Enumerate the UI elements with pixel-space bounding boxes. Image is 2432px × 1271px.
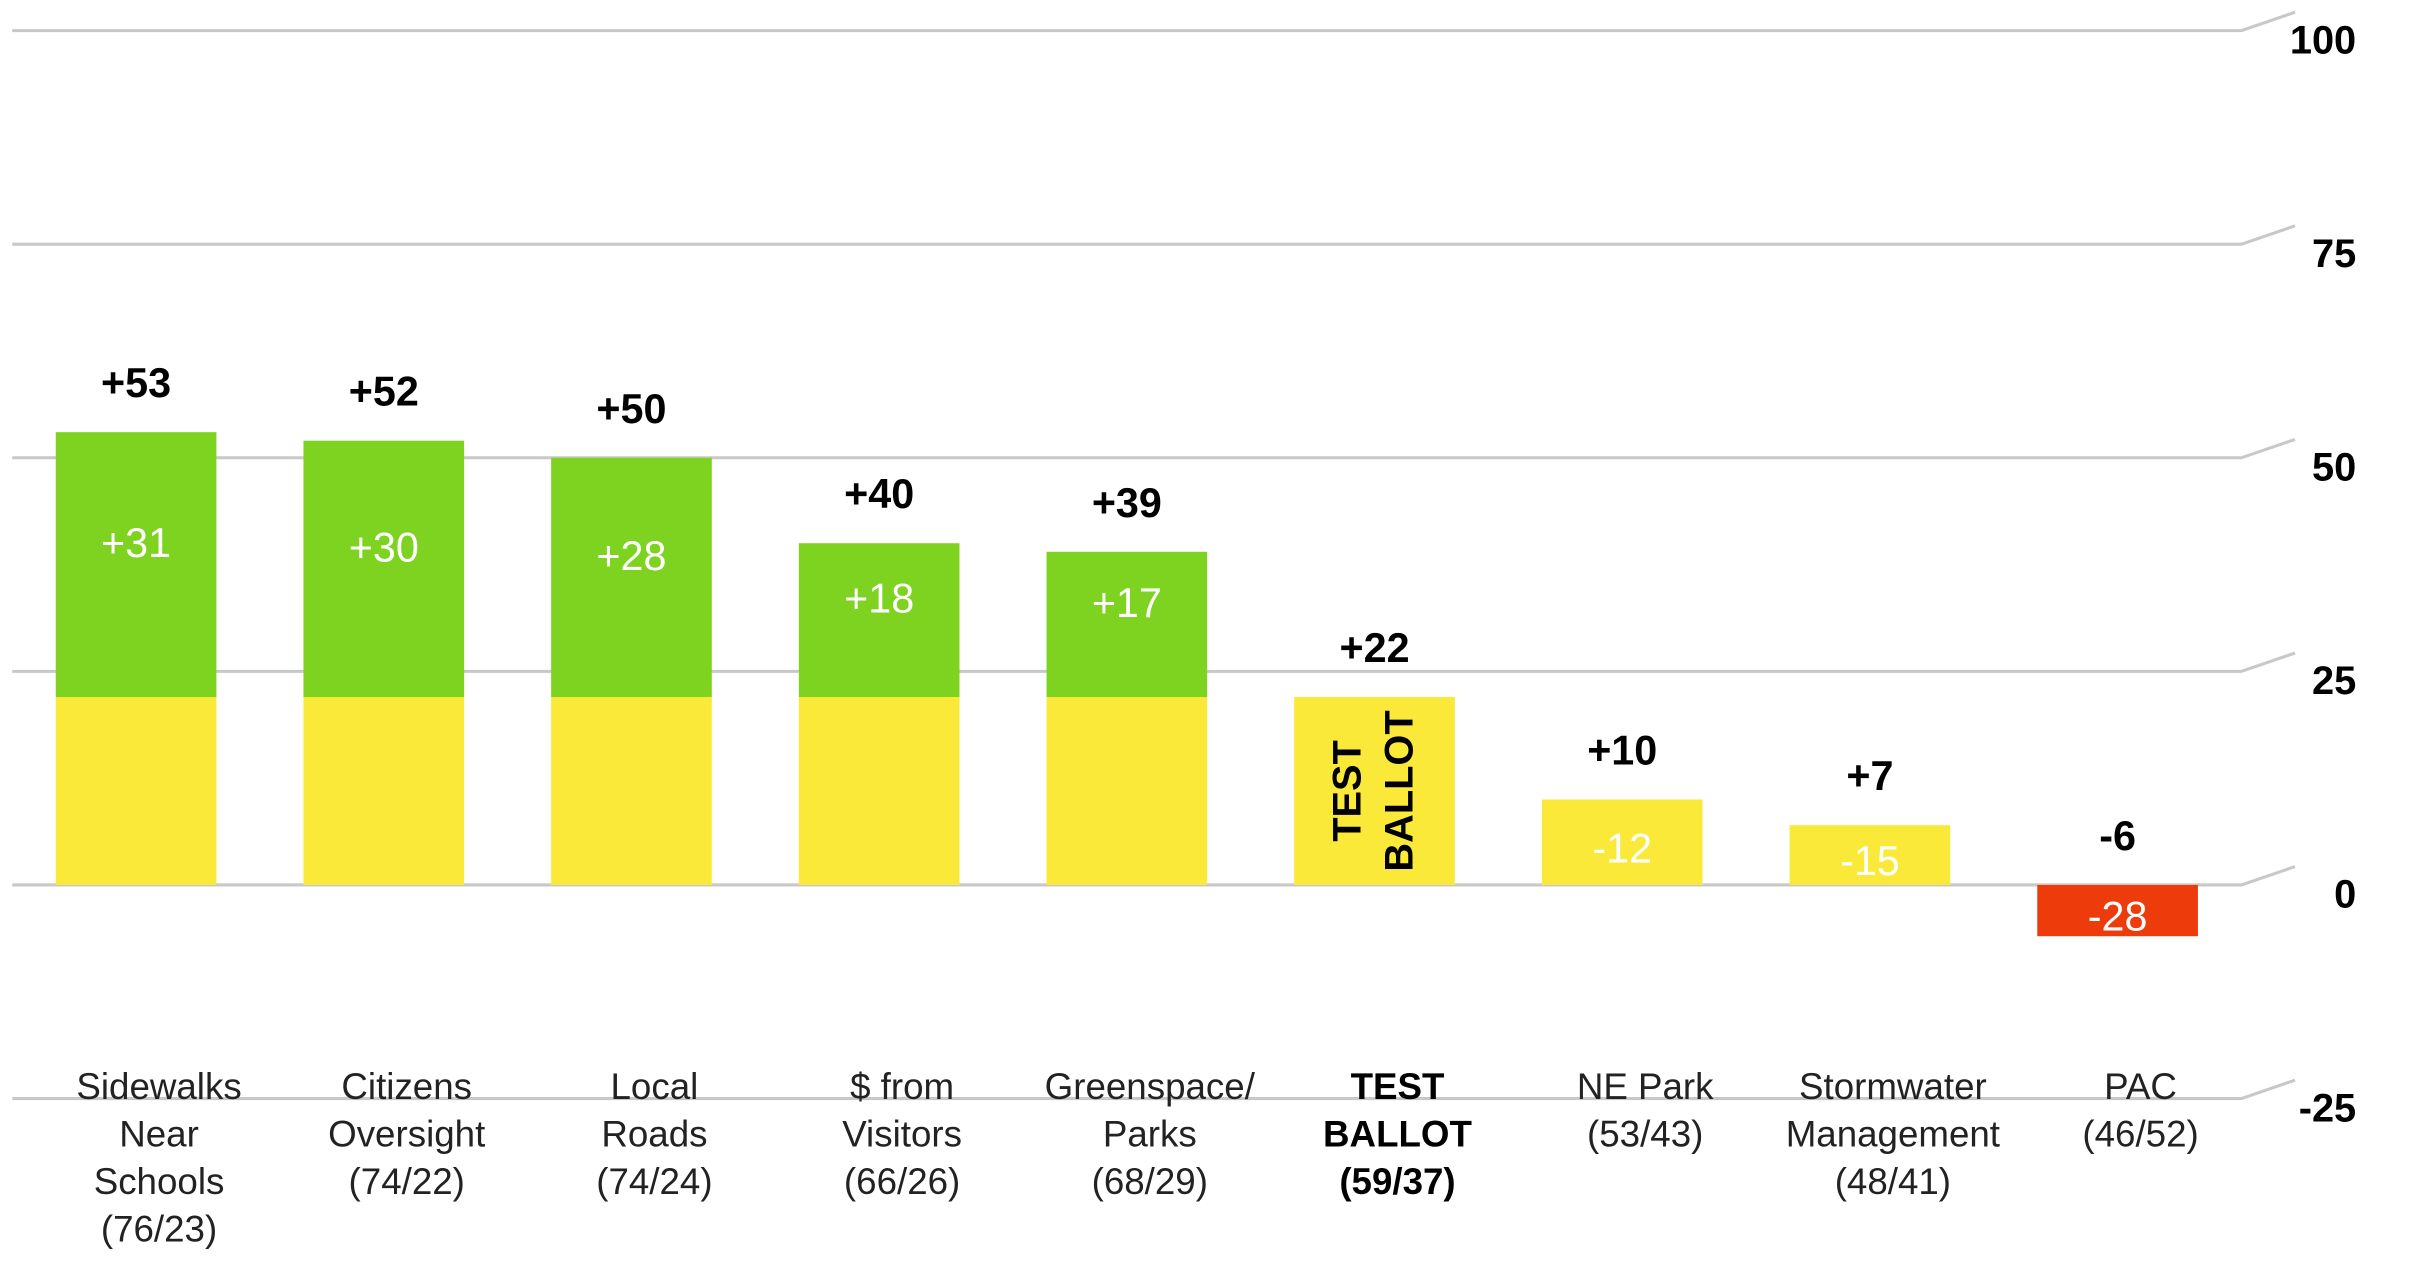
x-tick-label: $ from — [850, 1066, 954, 1107]
x-tick-label: (74/22) — [349, 1161, 465, 1202]
bar-gain — [303, 440, 465, 697]
annotation: BALLOT — [1378, 710, 1422, 871]
x-tick-label: PAC — [2104, 1066, 2177, 1107]
x-tick-label: (53/43) — [1587, 1113, 1703, 1154]
y-tick-label: -25 — [2299, 1086, 2356, 1130]
grid-line — [12, 437, 2296, 460]
total-label: +40 — [844, 471, 914, 517]
grid-line — [12, 1078, 2296, 1101]
annotation: TEST — [1326, 740, 1370, 842]
bar-base — [1789, 825, 1951, 885]
y-tick-label: 100 — [2290, 18, 2356, 62]
difference-label: +28 — [596, 533, 666, 579]
x-tick-label: Roads — [601, 1113, 707, 1154]
bar-base — [1541, 799, 1703, 885]
x-tick-label: (66/26) — [844, 1161, 960, 1202]
total-label: +50 — [596, 386, 666, 432]
bar-base — [1294, 696, 1455, 885]
x-tick-label: (74/24) — [596, 1161, 712, 1202]
y-tick-label: 25 — [2312, 659, 2356, 703]
x-tick-label: Management — [1786, 1113, 2000, 1154]
x-tick-label: Greenspace/ — [1045, 1066, 1256, 1107]
x-tick-label: Local — [611, 1066, 699, 1107]
x-tick-label: (76/23) — [101, 1208, 217, 1249]
x-tick-label: Parks — [1103, 1113, 1197, 1154]
total-label: +52 — [349, 369, 419, 415]
bar-gain — [551, 457, 712, 697]
plot-area: -25 0 25 50 75 100 +53 +31 Sidewalks Near Schools (… — [12, 10, 2356, 1249]
y-tick-label: 75 — [2312, 232, 2356, 276]
x-tick-label: (48/41) — [1835, 1161, 1951, 1202]
bar-gain — [1046, 551, 1208, 697]
bar-gain — [798, 543, 960, 697]
x-tick-label: Citizens — [341, 1066, 472, 1107]
total-label: +39 — [1092, 480, 1162, 526]
x-tick-label: Sidewalks — [76, 1066, 241, 1107]
grid-line — [12, 224, 2296, 246]
difference-label: -15 — [1840, 838, 1900, 884]
x-tick-label: NE Park — [1577, 1066, 1714, 1107]
total-label: +53 — [101, 360, 171, 406]
x-tick-label: (68/29) — [1092, 1161, 1208, 1202]
grid-line — [12, 651, 2296, 673]
y-tick-label: 0 — [2334, 873, 2356, 917]
bar-base — [1046, 696, 1208, 885]
x-tick-label: (59/37) — [1339, 1161, 1455, 1202]
x-tick-label: Schools — [94, 1161, 225, 1202]
bar-base — [551, 696, 712, 885]
difference-label: -12 — [1592, 825, 1652, 871]
difference-label: -28 — [2088, 894, 2148, 940]
total-label: +22 — [1340, 625, 1410, 671]
x-tick-label: Oversight — [328, 1113, 485, 1154]
difference-label: +30 — [349, 524, 419, 570]
x-tick-label: Visitors — [842, 1113, 962, 1154]
x-tick-label: BALLOT — [1323, 1113, 1472, 1154]
bar-gain — [55, 432, 217, 697]
difference-label: +18 — [844, 576, 914, 622]
grid-line — [12, 865, 2296, 887]
total-label: +7 — [1846, 753, 1893, 799]
x-tick-label: (46/52) — [2082, 1113, 2198, 1154]
total-label: +10 — [1587, 728, 1657, 774]
bar-base — [303, 696, 465, 885]
x-tick-label: Near — [119, 1113, 199, 1154]
bar-base — [55, 696, 217, 885]
total-label: -6 — [2099, 813, 2136, 859]
difference-label: +17 — [1092, 580, 1162, 626]
difference-label: +31 — [101, 520, 171, 566]
x-tick-label: Stormwater — [1799, 1066, 1987, 1107]
grid-line — [12, 10, 2296, 33]
bar-base — [798, 696, 960, 885]
bar-loss — [2037, 884, 2198, 937]
y-tick-label: 50 — [2312, 446, 2356, 490]
x-tick-label: TEST — [1351, 1066, 1445, 1107]
